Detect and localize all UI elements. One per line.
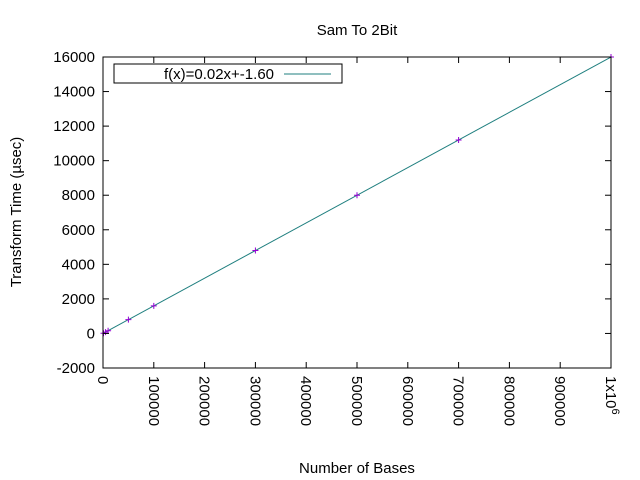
x-tick-label: 500000 [348,376,365,426]
y-tick-label: 8000 [62,187,95,204]
data-point [125,316,132,323]
data-point [102,329,109,336]
y-tick-label: 2000 [62,291,95,308]
x-tick-label: 0 [94,376,111,384]
x-tick-label: 900000 [551,376,568,426]
plot-area [100,54,614,337]
y-tick-label: 14000 [53,84,95,101]
y-tick-label: -2000 [57,360,95,377]
data-point [455,136,462,143]
y-tick-label: 4000 [62,256,95,273]
y-axis-label: Transform Time (µsec) [8,137,25,288]
data-point [105,327,112,334]
x-tick-label: 200000 [196,376,213,426]
x-tick-label: 100000 [145,376,162,426]
legend-label: f(x)=0.02x+-1.60 [164,66,274,83]
x-tick-label: 1x106 [602,376,621,415]
x-tick-label: 400000 [297,376,314,426]
legend: f(x)=0.02x+-1.60 [113,63,343,84]
data-point [252,247,259,254]
x-tick-label: 800000 [500,376,517,426]
y-tick-label: 0 [87,325,95,342]
x-tick-label: 700000 [450,376,467,426]
x-tick-label-exponent: 6 [609,409,621,415]
x-tick-label: 600000 [399,376,416,426]
axis-ticks: -200002000400060008000100001200014000160… [53,49,621,426]
chart-title: Sam To 2Bit [317,22,398,39]
data-point [354,192,360,199]
y-tick-label: 6000 [62,222,95,239]
x-tick-label: 300000 [246,376,263,426]
plot-frame [102,56,612,369]
y-tick-label: 12000 [53,118,95,135]
x-axis-label: Number of Bases [299,460,415,477]
legend-box [113,63,343,84]
data-point [150,302,157,309]
y-tick-label: 10000 [53,153,95,170]
y-tick-label: 16000 [53,49,95,66]
